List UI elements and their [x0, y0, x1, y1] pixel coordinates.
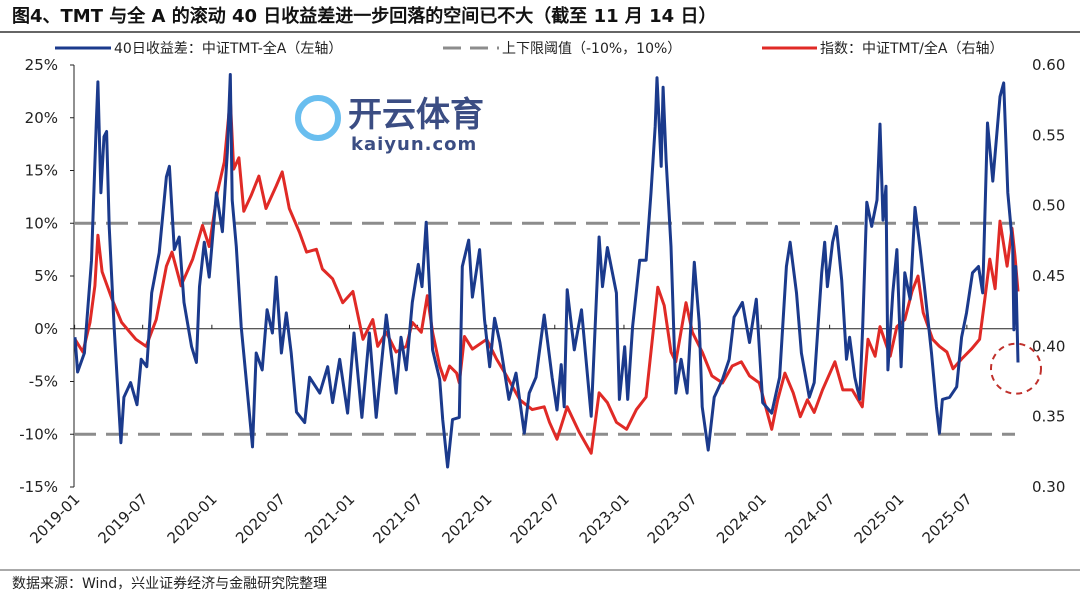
right-axis-label: 0.55: [1032, 126, 1065, 144]
x-axis-label: 2021-07: [369, 490, 426, 547]
x-axis-label: 2023-01: [576, 490, 633, 547]
left-axis-label: -5%: [29, 373, 58, 391]
left-axis-label: 25%: [25, 56, 58, 74]
x-axis-label: 2024-01: [713, 490, 770, 547]
x-axis-label: 2020-01: [164, 490, 221, 547]
x-axis-label: 2024-07: [781, 490, 838, 547]
left-axis-label: 15%: [25, 162, 58, 180]
watermark-brand: 开云体育: [348, 95, 484, 135]
watermark-ball-icon: [295, 95, 341, 141]
x-axis-label: 2020-07: [232, 490, 289, 547]
x-axis-label: 2022-01: [438, 490, 495, 547]
right-axis-label: 0.30: [1032, 478, 1065, 496]
left-axis-label: 5%: [34, 267, 58, 285]
legend: 40日收益差：中证TMT-全A（左轴） 上下限阈值（-10%，10%） 指数：中…: [55, 40, 1003, 57]
right-axis-label: 0.60: [1032, 56, 1065, 74]
source-note: 数据来源：Wind，兴业证券经济与金融研究院整理: [12, 576, 327, 592]
series-line-spread: [73, 73, 1020, 469]
left-axis-label: 20%: [25, 109, 58, 127]
x-axis-label: 2019-07: [94, 490, 151, 547]
left-axis-label: 0%: [34, 320, 58, 338]
legend-label-spread: 40日收益差：中证TMT-全A（左轴）: [114, 40, 342, 57]
watermark-domain: kaiyun.com: [351, 134, 477, 155]
right-axis-label: 0.40: [1032, 337, 1065, 355]
right-axis-label: 0.45: [1032, 267, 1065, 285]
x-axis-label: 2019-01: [26, 490, 83, 547]
right-axis-label: 0.50: [1032, 197, 1065, 215]
x-axis-label: 2021-01: [301, 490, 358, 547]
plot-area: [73, 73, 1042, 469]
left-axis-label: 10%: [25, 214, 58, 232]
left-axis-label: -15%: [19, 478, 58, 496]
legend-label-ratio: 指数：中证TMT/全A（右轴）: [820, 40, 1003, 57]
left-axis-label: -10%: [19, 425, 58, 443]
x-axis-label: 2025-07: [919, 490, 976, 547]
x-axis-label: 2025-01: [851, 490, 908, 547]
annotation-dashed-circle: [990, 342, 1042, 395]
chart-title: 图4、TMT 与全 A 的滚动 40 日收益差进一步回落的空间已不大（截至 11…: [12, 5, 716, 27]
x-axis-label: 2022-07: [507, 490, 564, 547]
x-axis-label: 2023-07: [644, 490, 701, 547]
watermark-logo: 开云体育 kaiyun.com: [295, 95, 484, 155]
right-axis-label: 0.35: [1032, 408, 1065, 426]
legend-label-threshold: 上下限阈值（-10%，10%）: [502, 41, 681, 57]
series-line-ratio: [73, 97, 1020, 455]
